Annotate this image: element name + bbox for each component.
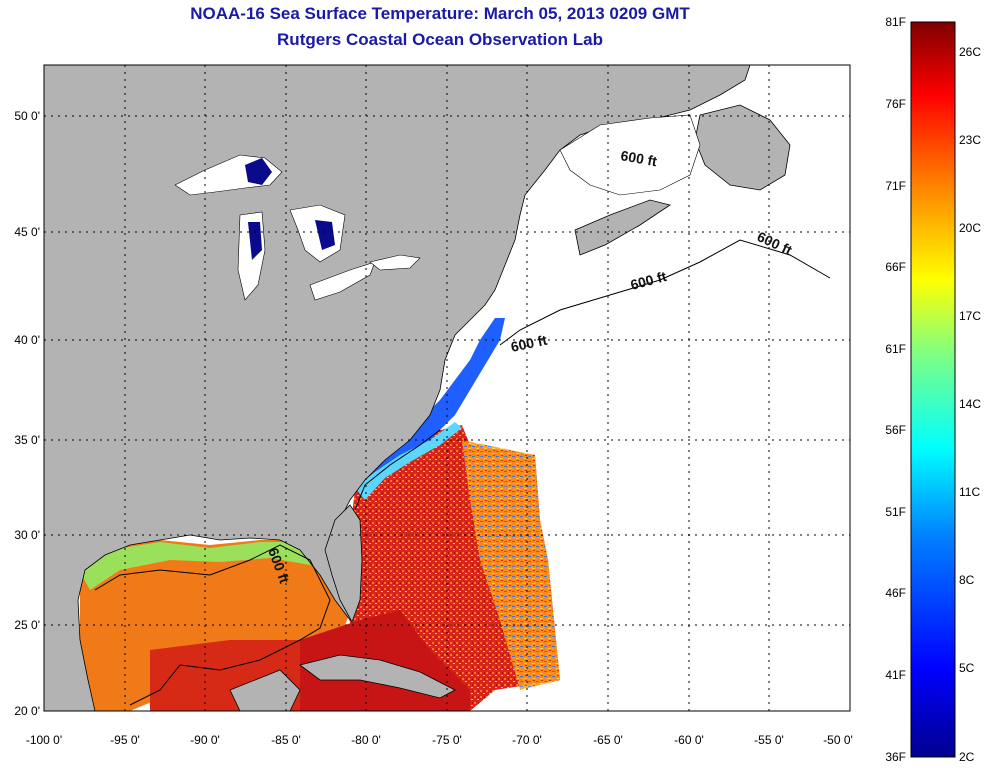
lat-tick-label: 30 0' — [14, 528, 40, 542]
colorbar-f-label: 41F — [885, 668, 906, 682]
lon-tick-label: -70 0' — [512, 733, 542, 747]
land-north-america — [44, 65, 751, 711]
colorbar-f-label: 66F — [885, 260, 906, 274]
land-newfoundland — [694, 104, 791, 191]
colorbar-f-label: 61F — [885, 342, 906, 356]
lon-tick-label: -90 0' — [190, 733, 220, 747]
lake-erie — [309, 261, 376, 301]
colorbar-f-label: 56F — [885, 423, 906, 437]
colorbar-c-label: 8C — [959, 573, 975, 587]
lat-tick-label: 35 0' — [14, 433, 40, 447]
lon-tick-label: -100 0' — [26, 733, 62, 747]
bathy-contour-gulf — [94, 544, 331, 706]
colorbar-f-label: 71F — [885, 179, 906, 193]
colorbar-c-label: 20C — [959, 221, 981, 235]
lon-tick-label: -55 0' — [754, 733, 784, 747]
lake-superior-ice — [245, 158, 272, 185]
lake-huron — [289, 204, 346, 263]
bathy-label: 600 ft — [619, 147, 658, 169]
colorbar-f-label: 46F — [885, 586, 906, 600]
lake-ontario — [369, 254, 421, 271]
lat-tick-label: 40 0' — [14, 333, 40, 347]
colorbar-f-label: 76F — [885, 97, 906, 111]
colorbar-c-label: 26C — [959, 45, 981, 59]
colorbar-c-label: 11C — [959, 485, 980, 499]
colorbar-f-label: 51F — [885, 505, 906, 519]
lon-tick-label: -80 0' — [351, 733, 381, 747]
colorbar-c-label: 5C — [959, 661, 975, 675]
lon-tick-label: -60 0' — [674, 733, 704, 747]
sst-coastal-cool-green — [355, 422, 462, 500]
lon-tick-label: -75 0' — [432, 733, 462, 747]
lon-tick-label: -85 0' — [271, 733, 301, 747]
colorbar-c-label: 2C — [959, 750, 975, 764]
land-florida — [324, 504, 363, 623]
lat-tick-label: 50 0' — [14, 109, 40, 123]
lon-tick-label: -95 0' — [110, 733, 140, 747]
colorbar-f-label: 36F — [885, 750, 906, 764]
graticule — [44, 65, 850, 711]
colorbar-c-label: 23C — [959, 133, 981, 147]
land-nova-scotia — [574, 199, 671, 256]
colorbar-f-label: 81F — [885, 15, 906, 29]
land-yucatan — [229, 669, 301, 711]
lon-tick-label: -65 0' — [593, 733, 623, 747]
sst-gulf-coast-cool — [80, 542, 320, 590]
title-line-2: Rutgers Coastal Ocean Observation Lab — [277, 30, 603, 49]
lat-tick-label: 25 0' — [14, 618, 40, 632]
colorbar-f-labels: 81F 76F 71F 66F 61F 56F 51F 46F 41F 36F — [885, 15, 906, 764]
lat-tick-label: 20 0' — [14, 704, 40, 718]
lake-huron-ice — [315, 220, 335, 250]
lat-axis: 50 0' 45 0' 40 0' 35 0' 30 0' 25 0' 20 0… — [14, 109, 40, 718]
bathy-contour-southeast — [354, 429, 441, 511]
lon-tick-label: -50 0' — [823, 733, 853, 747]
map-frame — [43, 64, 851, 712]
title-line-1: NOAA-16 Sea Surface Temperature: March 0… — [190, 4, 690, 23]
gulf-st-lawrence — [559, 114, 701, 196]
colorbar — [910, 21, 956, 758]
bathy-label: 600 ft — [509, 332, 548, 355]
lon-axis: -100 0' -95 0' -90 0' -85 0' -80 0' -75 … — [26, 733, 853, 747]
sst-gulf-of-mexico — [80, 540, 355, 711]
lake-michigan-ice — [248, 222, 262, 260]
colorbar-c-label: 17C — [959, 309, 981, 323]
land-cuba — [299, 654, 456, 699]
sst-swath-east-edge — [462, 440, 560, 690]
colorbar-c-label: 14C — [959, 397, 981, 411]
lat-tick-label: 45 0' — [14, 225, 40, 239]
colorbar-c-labels: 26C 23C 20C 17C 14C 11C 8C 5C 2C — [959, 45, 981, 764]
bathy-contour-north — [499, 239, 831, 346]
